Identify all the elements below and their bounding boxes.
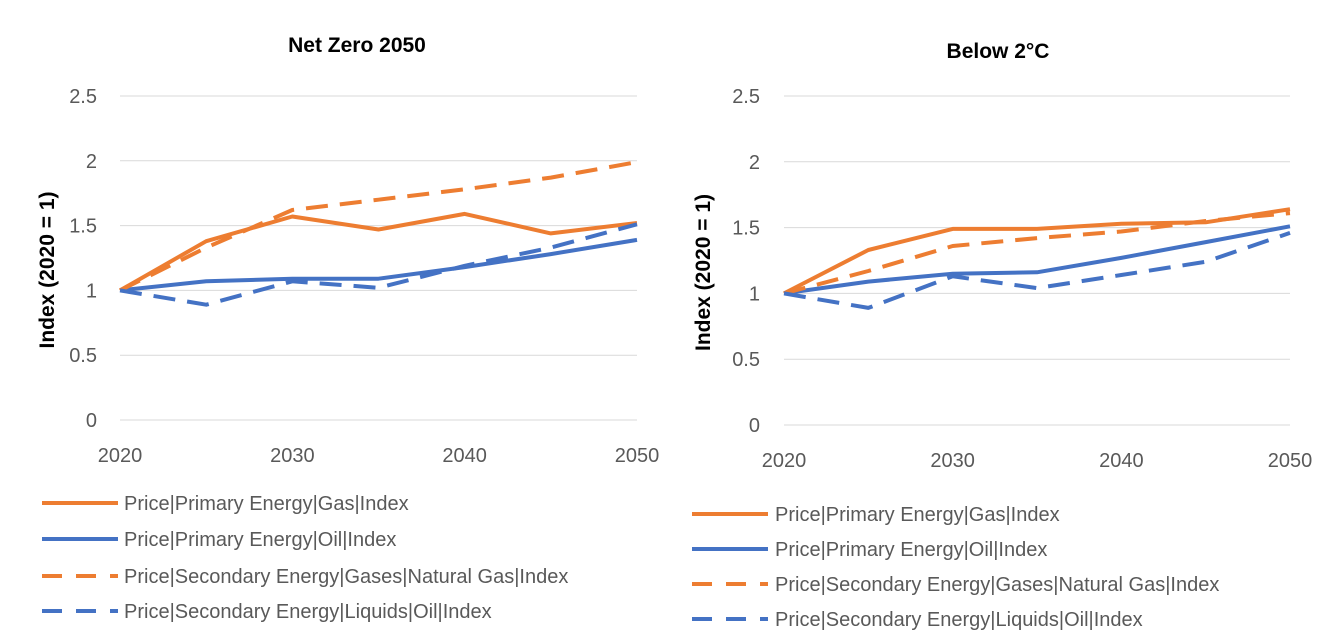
series-line-2 bbox=[783, 211, 1291, 296]
y-tick-label: 2.5 bbox=[69, 86, 97, 108]
chart-net-zero-2050: Net Zero 2050 0 0.5 1 1.5 2 2.5 2020 2030 2040 205… bbox=[36, 34, 659, 623]
legend-label: Price|Secondary Energy|Gases|Natural Gas… bbox=[124, 566, 568, 588]
y-tick-label: 1 bbox=[86, 280, 97, 302]
series-line-3 bbox=[783, 231, 1291, 310]
x-tick-label: 2030 bbox=[930, 450, 975, 472]
y-tick-label: 0.5 bbox=[69, 345, 97, 367]
legend-label: Price|Primary Energy|Oil|Index bbox=[775, 539, 1047, 561]
x-tick-label: 2020 bbox=[98, 445, 143, 467]
y-axis-label: Index (2020 = 1) bbox=[692, 194, 715, 351]
x-tick-label: 2040 bbox=[442, 445, 487, 467]
y-tick-label: 2 bbox=[749, 152, 760, 174]
y-tick-label: 0 bbox=[86, 410, 97, 432]
legend-label: Price|Primary Energy|Oil|Index bbox=[124, 529, 396, 551]
legend-label: Price|Secondary Energy|Gases|Natural Gas… bbox=[775, 574, 1219, 596]
y-axis-label: Index (2020 = 1) bbox=[36, 192, 59, 349]
x-tick-label: 2020 bbox=[762, 450, 807, 472]
series-line-1 bbox=[783, 224, 1291, 296]
x-tick-label: 2030 bbox=[270, 445, 315, 467]
y-tick-label: 0 bbox=[749, 415, 760, 437]
series-line-2 bbox=[119, 160, 638, 293]
legend-label: Price|Primary Energy|Gas|Index bbox=[124, 493, 409, 515]
y-tick-label: 2 bbox=[86, 151, 97, 173]
y-tick-label: 1.5 bbox=[732, 218, 760, 240]
x-tick-label: 2040 bbox=[1099, 450, 1144, 472]
y-tick-label: 1 bbox=[749, 283, 760, 305]
legend-label: Price|Primary Energy|Gas|Index bbox=[775, 504, 1060, 526]
legend-label: Price|Secondary Energy|Liquids|Oil|Index bbox=[775, 609, 1143, 631]
legend-label: Price|Secondary Energy|Liquids|Oil|Index bbox=[124, 601, 492, 623]
y-tick-label: 1.5 bbox=[69, 216, 97, 238]
chart-title: Below 2°C bbox=[947, 40, 1050, 63]
chart-title: Net Zero 2050 bbox=[288, 34, 426, 57]
y-tick-label: 2.5 bbox=[732, 86, 760, 108]
series-line-3 bbox=[119, 222, 638, 307]
chart-below-2c: Below 2°C 0 0.5 1 1.5 2 2.5 2020 2030 2040 2050 Ind… bbox=[692, 40, 1312, 631]
x-tick-label: 2050 bbox=[615, 445, 660, 467]
y-tick-label: 0.5 bbox=[732, 349, 760, 371]
series-line-1 bbox=[119, 237, 638, 293]
x-tick-label: 2050 bbox=[1268, 450, 1313, 472]
series-line-0 bbox=[119, 211, 638, 293]
